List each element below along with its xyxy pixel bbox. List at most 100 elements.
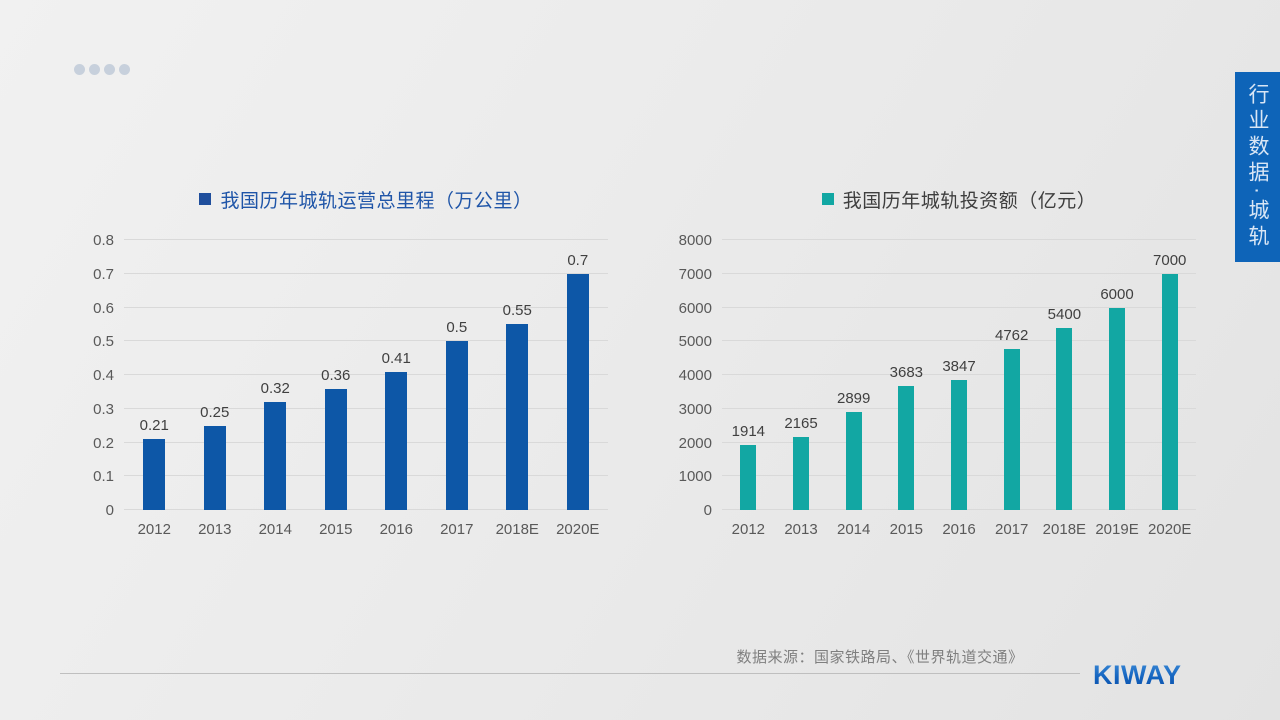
progress-dot-icon xyxy=(119,64,130,75)
bar-column: 0.7 2020E xyxy=(548,240,609,538)
y-axis-tick-label: 3000 xyxy=(678,400,712,418)
bar-value-label: 0.5 xyxy=(446,319,468,337)
x-axis-tick-label: 2020E xyxy=(1148,521,1192,538)
y-axis-tick-label: 0 xyxy=(105,502,114,519)
bar-column: 0.5 2017 xyxy=(427,240,488,538)
x-axis-tick-label: 2013 xyxy=(784,521,818,538)
x-axis-tick-label: 2020E xyxy=(556,521,600,538)
mileage-chart: 我国历年城轨运营总里程（万公里） 0 0.1 0.2 0.3 0.4 0.5 0.6 0.7 0… xyxy=(93,186,609,539)
bar-column: 0.41 2016 xyxy=(366,240,427,538)
bar-value-label: 1914 xyxy=(731,423,766,441)
bar-value-label: 0.21 xyxy=(139,417,169,435)
bar xyxy=(1161,273,1178,510)
bar-value-label: 7000 xyxy=(1153,251,1187,269)
x-axis-tick-label: 2015 xyxy=(319,521,353,538)
x-axis-tick-label: 2019E xyxy=(1095,521,1139,538)
y-axis-tick-label: 6000 xyxy=(678,299,712,317)
bar-column: 3683 2015 xyxy=(880,240,933,538)
y-axis-tick-label: 0.2 xyxy=(93,434,114,452)
bar xyxy=(898,385,915,510)
x-axis-tick-label: 2018E xyxy=(1042,521,1087,538)
x-axis-tick-label: 2018E xyxy=(495,521,539,538)
investment-chart: 我国历年城轨投资额（亿元） 0 1000 2000 3000 4000 5000 6000 7… xyxy=(679,186,1196,539)
gridline xyxy=(124,475,608,477)
bar xyxy=(845,412,862,510)
bar-column: 7000 2020E xyxy=(1143,240,1196,538)
bar-value-label: 0.7 xyxy=(567,251,589,269)
y-axis-tick-label: 0.5 xyxy=(93,333,114,351)
bar-column: 5400 2018E xyxy=(1038,240,1091,538)
bar xyxy=(793,436,809,510)
bar-column: 6000 2019E xyxy=(1091,240,1144,539)
gridline xyxy=(124,272,608,274)
bar xyxy=(445,341,468,510)
y-axis-tick-label: 0.6 xyxy=(93,299,114,317)
bar-value-label: 0.32 xyxy=(260,380,290,397)
mileage-chart-plot: 0 0.1 0.2 0.3 0.4 0.5 0.6 0.7 0.8 0.21 2012 0.25 201… xyxy=(93,232,609,539)
y-axis-tick-label: 7000 xyxy=(678,265,712,283)
bar-value-label: 3683 xyxy=(889,363,924,381)
bar-columns: 1914 2012 2165 2013 2899 2014 3683 2015 3847 2016… xyxy=(722,240,1196,539)
bar-column: 0.25 2013 xyxy=(185,240,246,538)
x-axis-tick-label: 2014 xyxy=(258,521,292,538)
investment-legend-swatch-icon xyxy=(821,193,834,205)
x-axis-tick-label: 2016 xyxy=(942,521,976,538)
bar xyxy=(264,402,287,510)
bar xyxy=(740,445,757,510)
bar-value-label: 5400 xyxy=(1047,305,1082,323)
y-axis-tick-label: 0 xyxy=(703,502,712,519)
footer-divider xyxy=(60,673,1080,674)
y-axis-tick-label: 0.8 xyxy=(93,232,114,249)
bar-value-label: 0.41 xyxy=(381,349,411,367)
y-axis-tick-label: 5000 xyxy=(678,333,712,351)
y-axis-tick-label: 0.1 xyxy=(93,468,114,486)
y-axis-tick-label: 0.4 xyxy=(93,367,114,384)
bar xyxy=(143,439,166,510)
x-axis-tick-label: 2016 xyxy=(379,521,413,538)
y-axis-tick-label: 2000 xyxy=(678,434,712,452)
investment-chart-title: 我国历年城轨投资额（亿元） xyxy=(842,190,1097,212)
bar-value-label: 2899 xyxy=(836,390,871,408)
gridline xyxy=(124,407,608,409)
gridline xyxy=(722,306,1196,308)
x-axis-tick-label: 2013 xyxy=(198,521,232,538)
bar xyxy=(1109,307,1126,510)
y-axis-tick-label: 8000 xyxy=(678,232,712,249)
gridline xyxy=(722,340,1196,342)
investment-chart-header: 我国历年城轨投资额（亿元） xyxy=(722,186,1196,212)
progress-dot-icon xyxy=(104,64,115,75)
data-source-note: 数据来源：国家铁路局、《世界轨道交通》 xyxy=(736,649,1024,666)
bar xyxy=(506,324,529,510)
bar-column: 0.36 2015 xyxy=(306,240,367,539)
bar-column: 0.55 2018E xyxy=(487,240,548,538)
bar xyxy=(1056,327,1073,510)
bar-value-label: 3847 xyxy=(942,358,976,376)
kiway-logo: KIWAY xyxy=(1093,660,1182,690)
y-axis-tick-label: 4000 xyxy=(678,367,712,384)
x-axis-tick-label: 2014 xyxy=(836,521,871,538)
mileage-chart-header: 我国历年城轨运营总里程（万公里） xyxy=(124,186,608,212)
bar-value-label: 2165 xyxy=(784,414,818,432)
mileage-chart-title: 我国历年城轨运营总里程（万公里） xyxy=(220,190,533,212)
y-axis-tick-label: 0.7 xyxy=(93,265,114,283)
bar xyxy=(1003,349,1020,510)
x-axis-tick-label: 2017 xyxy=(440,521,474,538)
bar xyxy=(203,425,226,510)
bar-column: 3847 2016 xyxy=(933,240,986,538)
bar-column: 0.21 2012 xyxy=(124,240,185,538)
gridline xyxy=(722,272,1196,274)
gridline xyxy=(124,441,608,443)
bar-value-label: 4762 xyxy=(995,327,1029,345)
progress-dot-icon xyxy=(74,64,85,75)
bar-column: 2165 2013 xyxy=(775,240,828,538)
bar-columns: 0.21 2012 0.25 2013 0.32 2014 0.36 2015 0.41 2016… xyxy=(124,240,609,539)
bar-value-label: 0.55 xyxy=(502,302,532,320)
gridline xyxy=(124,340,608,342)
y-axis-tick-label: 1000 xyxy=(678,468,712,486)
bar-value-label: 0.36 xyxy=(321,366,351,384)
mileage-legend-swatch-icon xyxy=(199,193,212,205)
x-axis-tick-label: 2012 xyxy=(137,521,171,538)
gridline xyxy=(124,239,608,240)
gridline xyxy=(722,374,1196,375)
bar xyxy=(566,273,589,510)
